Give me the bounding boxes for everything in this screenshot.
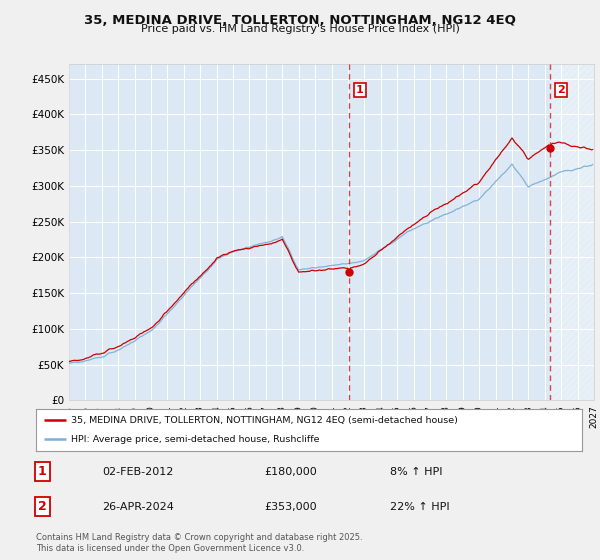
Text: 2: 2 [38, 500, 46, 513]
Text: Contains HM Land Registry data © Crown copyright and database right 2025.
This d: Contains HM Land Registry data © Crown c… [36, 533, 362, 553]
Bar [550, 64, 594, 400]
Text: 2: 2 [557, 85, 565, 95]
Text: 35, MEDINA DRIVE, TOLLERTON, NOTTINGHAM, NG12 4EQ (semi-detached house): 35, MEDINA DRIVE, TOLLERTON, NOTTINGHAM,… [71, 416, 458, 424]
Text: 02-FEB-2012: 02-FEB-2012 [102, 466, 173, 477]
Text: 22% ↑ HPI: 22% ↑ HPI [390, 502, 449, 511]
Text: HPI: Average price, semi-detached house, Rushcliffe: HPI: Average price, semi-detached house,… [71, 435, 320, 444]
Text: £180,000: £180,000 [264, 466, 317, 477]
Text: £353,000: £353,000 [264, 502, 317, 511]
Text: 26-APR-2024: 26-APR-2024 [102, 502, 174, 511]
Text: 1: 1 [356, 85, 364, 95]
Text: 1: 1 [38, 465, 46, 478]
Text: 8% ↑ HPI: 8% ↑ HPI [390, 466, 443, 477]
Text: Price paid vs. HM Land Registry's House Price Index (HPI): Price paid vs. HM Land Registry's House … [140, 24, 460, 34]
Text: 35, MEDINA DRIVE, TOLLERTON, NOTTINGHAM, NG12 4EQ: 35, MEDINA DRIVE, TOLLERTON, NOTTINGHAM,… [84, 14, 516, 27]
